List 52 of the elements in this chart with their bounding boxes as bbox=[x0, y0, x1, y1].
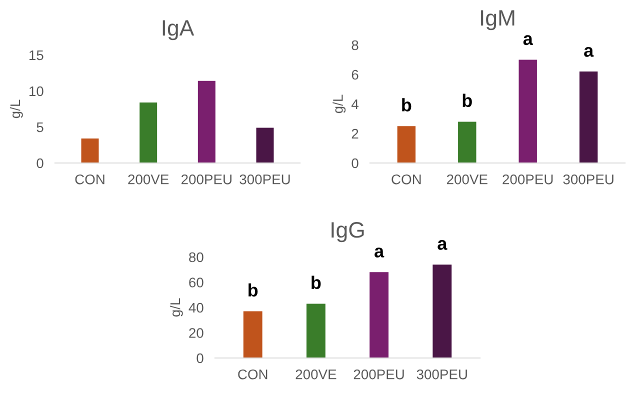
annotation: b bbox=[312, 276, 321, 290]
y-tick-label: 2 bbox=[352, 128, 358, 139]
x-tick-label: 200VE bbox=[446, 174, 488, 184]
bar bbox=[370, 272, 389, 358]
y-tick-label: 4 bbox=[351, 99, 358, 110]
y-tick-label: 15 bbox=[30, 50, 44, 60]
x-tick-label: 200VE bbox=[296, 369, 336, 380]
chart-title: IgA bbox=[162, 20, 194, 40]
x-tick-label: CON bbox=[238, 369, 268, 380]
chart-title: IgM bbox=[481, 10, 514, 30]
x-tick-label: 200VE bbox=[128, 174, 169, 184]
annotation: a bbox=[584, 46, 594, 57]
bar bbox=[243, 311, 262, 358]
y-tick-label: 40 bbox=[188, 302, 204, 313]
bar bbox=[518, 60, 537, 163]
annotation: b bbox=[462, 94, 472, 108]
annotation: b bbox=[248, 283, 258, 297]
x-tick-label: 200PEU bbox=[182, 174, 232, 184]
y-tick-label: 0 bbox=[352, 158, 358, 168]
y-tick-label: 10 bbox=[30, 86, 44, 96]
x-tick-label: 300PEU bbox=[563, 174, 614, 184]
bar bbox=[458, 122, 476, 163]
annotation: a bbox=[438, 240, 448, 250]
x-tick-label: 300PEU bbox=[240, 174, 290, 184]
annotation: b bbox=[402, 98, 412, 112]
bar bbox=[198, 80, 216, 163]
x-tick-label: 200PEU bbox=[354, 369, 404, 380]
y-tick-label: 20 bbox=[189, 328, 204, 338]
bar bbox=[306, 304, 326, 358]
x-tick-label: CON bbox=[75, 174, 104, 184]
x-tick-label: CON bbox=[392, 174, 421, 184]
annotation: a bbox=[374, 248, 384, 258]
y-tick-label: 80 bbox=[189, 252, 204, 262]
bar bbox=[579, 72, 598, 163]
x-tick-label: 200PEU bbox=[502, 174, 553, 184]
bar bbox=[397, 126, 416, 163]
x-tick-label: 300PEU bbox=[416, 369, 467, 380]
y-tick-label: 0 bbox=[36, 158, 44, 168]
y-axis-title: g/L bbox=[170, 298, 183, 317]
chart-title: IgG bbox=[332, 222, 364, 242]
bar bbox=[256, 128, 274, 163]
bar bbox=[140, 102, 158, 163]
y-axis-title: g/L bbox=[10, 100, 23, 118]
y-tick-label: 5 bbox=[36, 122, 44, 132]
annotation: a bbox=[523, 35, 533, 46]
y-tick-label: 6 bbox=[352, 70, 358, 80]
y-tick-label: 8 bbox=[352, 40, 358, 50]
bar bbox=[81, 138, 99, 163]
y-tick-label: 60 bbox=[189, 278, 204, 288]
y-tick-label: 0 bbox=[196, 353, 204, 364]
bar bbox=[432, 264, 452, 358]
y-axis-title: g/L bbox=[332, 94, 346, 114]
